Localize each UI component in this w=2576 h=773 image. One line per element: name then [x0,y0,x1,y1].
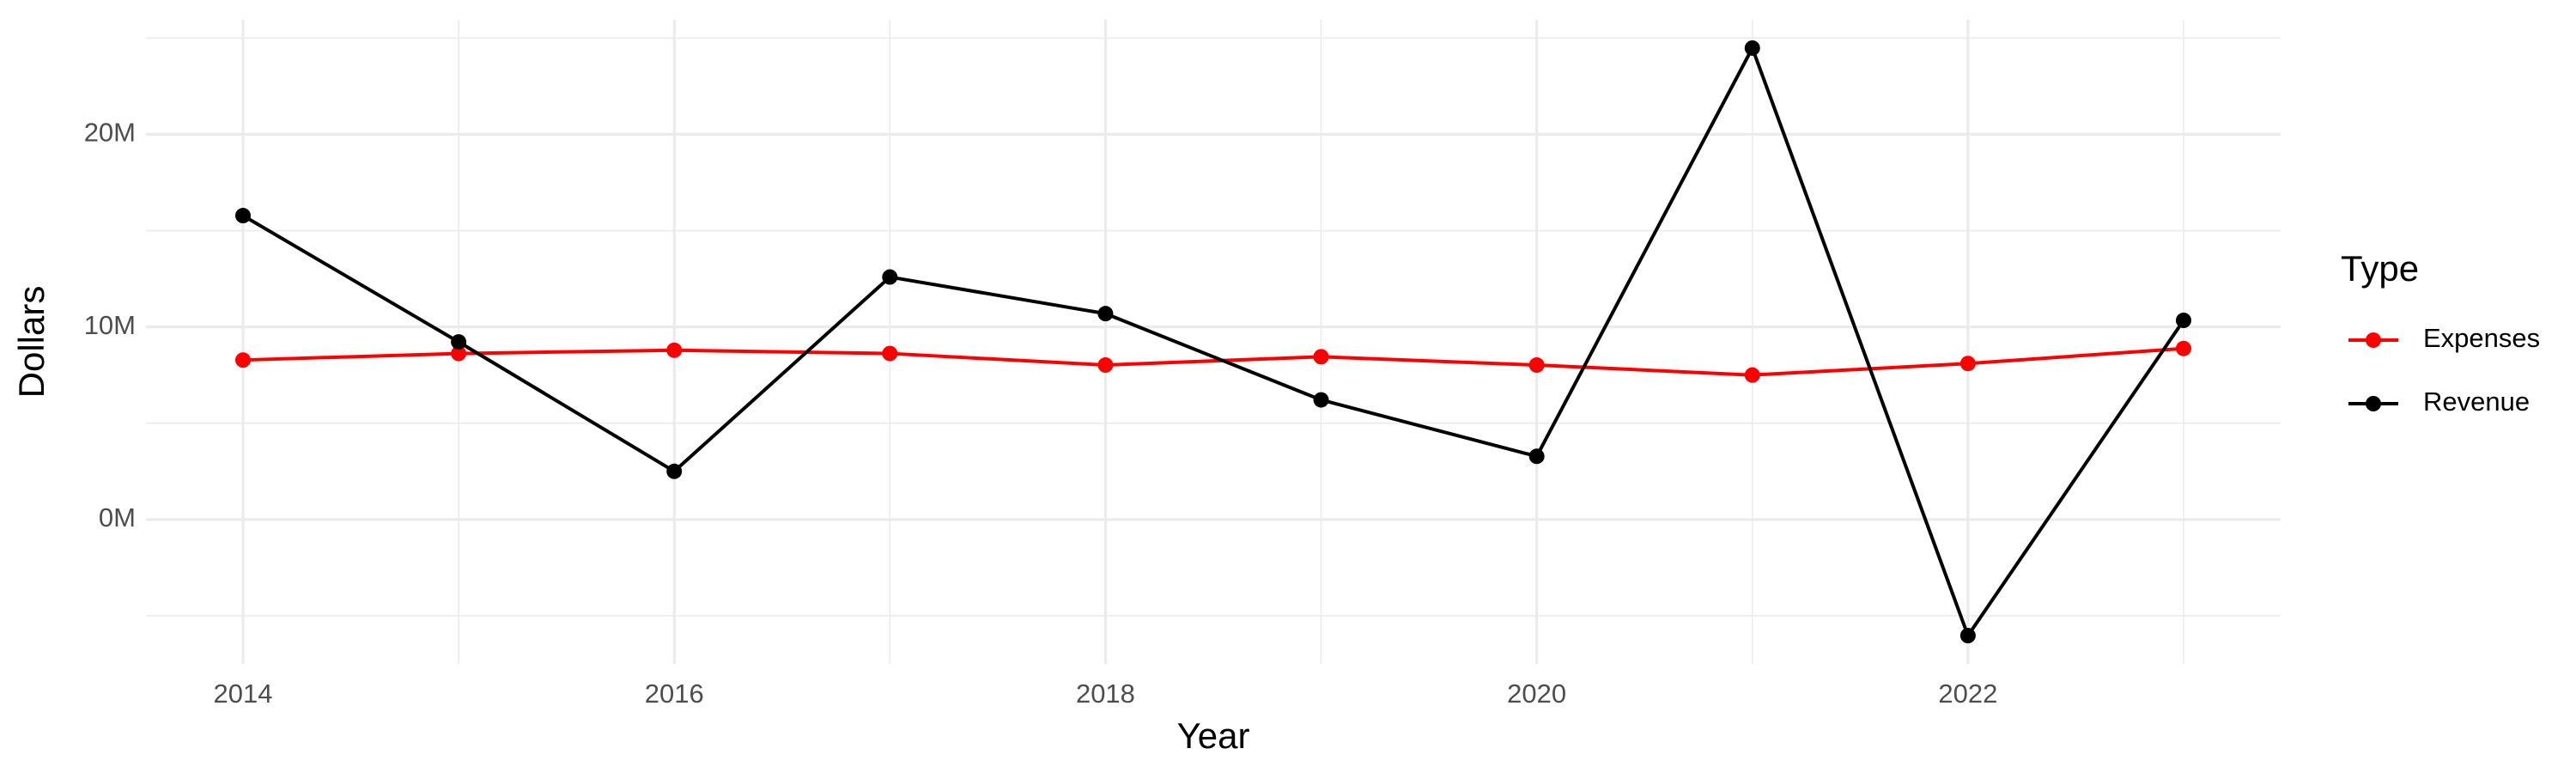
legend-key-point [2366,396,2381,411]
legend-key-point [2366,332,2381,348]
data-point [1313,349,1329,365]
y-tick-label: 20M [84,118,136,148]
data-point [1744,40,1760,56]
y-tick-label: 10M [84,310,136,340]
labels: Year Dollars Type 0M 10M 20M 2014 2016 2018 20… [11,118,2540,756]
data-point [1097,357,1114,374]
series-line [241,46,2185,638]
x-tick-label: 2022 [1938,679,1997,709]
data-point [666,463,683,479]
data-point [235,208,251,224]
legend-label: Revenue [2423,386,2530,417]
data-point [882,345,898,362]
data-point [1959,356,1976,372]
data-point [1528,448,1545,465]
legend-title: Type [2341,248,2419,289]
data-point [1528,357,1545,374]
x-tick-label: 2016 [645,679,704,709]
x-axis-title: Year [1177,715,1250,756]
data-point [451,345,467,362]
data-point [1744,367,1760,383]
series-lines [235,40,2191,644]
data-point [1959,628,1976,644]
y-tick-label: 0M [99,502,136,533]
y-axis-title: Dollars [11,286,52,399]
data-point [235,352,251,368]
x-tick-label: 2018 [1076,679,1135,709]
data-point [2176,313,2191,328]
x-tick-label: 2014 [214,679,273,709]
data-point [882,269,898,285]
data-point [1097,306,1114,322]
x-tick-label: 2020 [1507,679,1566,709]
data-point [1313,392,1329,408]
legend-label: Expenses [2423,323,2540,353]
series-line [242,346,2184,377]
data-point [451,334,467,350]
data-point [2176,340,2191,356]
data-point [666,342,683,358]
